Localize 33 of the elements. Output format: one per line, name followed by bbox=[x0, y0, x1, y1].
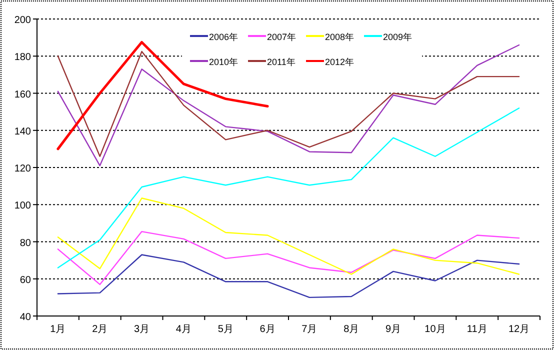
y-tick-label: 180 bbox=[14, 52, 32, 64]
legend-label: 2008年 bbox=[325, 32, 354, 42]
y-tick-label: 120 bbox=[14, 164, 32, 174]
x-tick-label: 1月 bbox=[50, 324, 66, 335]
legend-label: 2009年 bbox=[383, 32, 412, 42]
x-tick-label: 7月 bbox=[302, 324, 318, 335]
y-tick-label: 40 bbox=[20, 312, 32, 323]
y-tick-label: 100 bbox=[14, 200, 32, 212]
line-series bbox=[56, 40, 269, 150]
line-series bbox=[57, 254, 520, 298]
y-tick-label: 60 bbox=[20, 274, 32, 286]
legend-label: 2007年 bbox=[267, 32, 296, 42]
line-series bbox=[57, 108, 520, 268]
line-series bbox=[57, 198, 520, 275]
legend-label: 2011年 bbox=[267, 57, 296, 67]
line-series bbox=[57, 230, 520, 286]
legend-label: 2010年 bbox=[209, 57, 238, 67]
y-tick-label: 160 bbox=[14, 89, 32, 100]
y-tick-label: 200 bbox=[14, 15, 32, 26]
x-tick-label: 3月 bbox=[134, 324, 150, 335]
x-tick-label: 6月 bbox=[260, 324, 276, 335]
y-tick-label: 80 bbox=[20, 238, 32, 249]
x-tick-label: 8月 bbox=[344, 324, 360, 335]
y-tick-label: 140 bbox=[14, 126, 32, 138]
x-tick-label: 11月 bbox=[466, 324, 488, 335]
x-tick-label: 4月 bbox=[176, 324, 192, 335]
legend-label: 2012年 bbox=[325, 57, 354, 67]
x-tick-label: 9月 bbox=[386, 324, 402, 335]
x-tick-label: 10月 bbox=[424, 324, 446, 335]
x-tick-label: 5月 bbox=[218, 324, 234, 335]
x-tick-label: 12月 bbox=[508, 324, 530, 335]
legend-label: 2006年 bbox=[209, 32, 238, 42]
x-tick-label: 2月 bbox=[92, 324, 108, 335]
